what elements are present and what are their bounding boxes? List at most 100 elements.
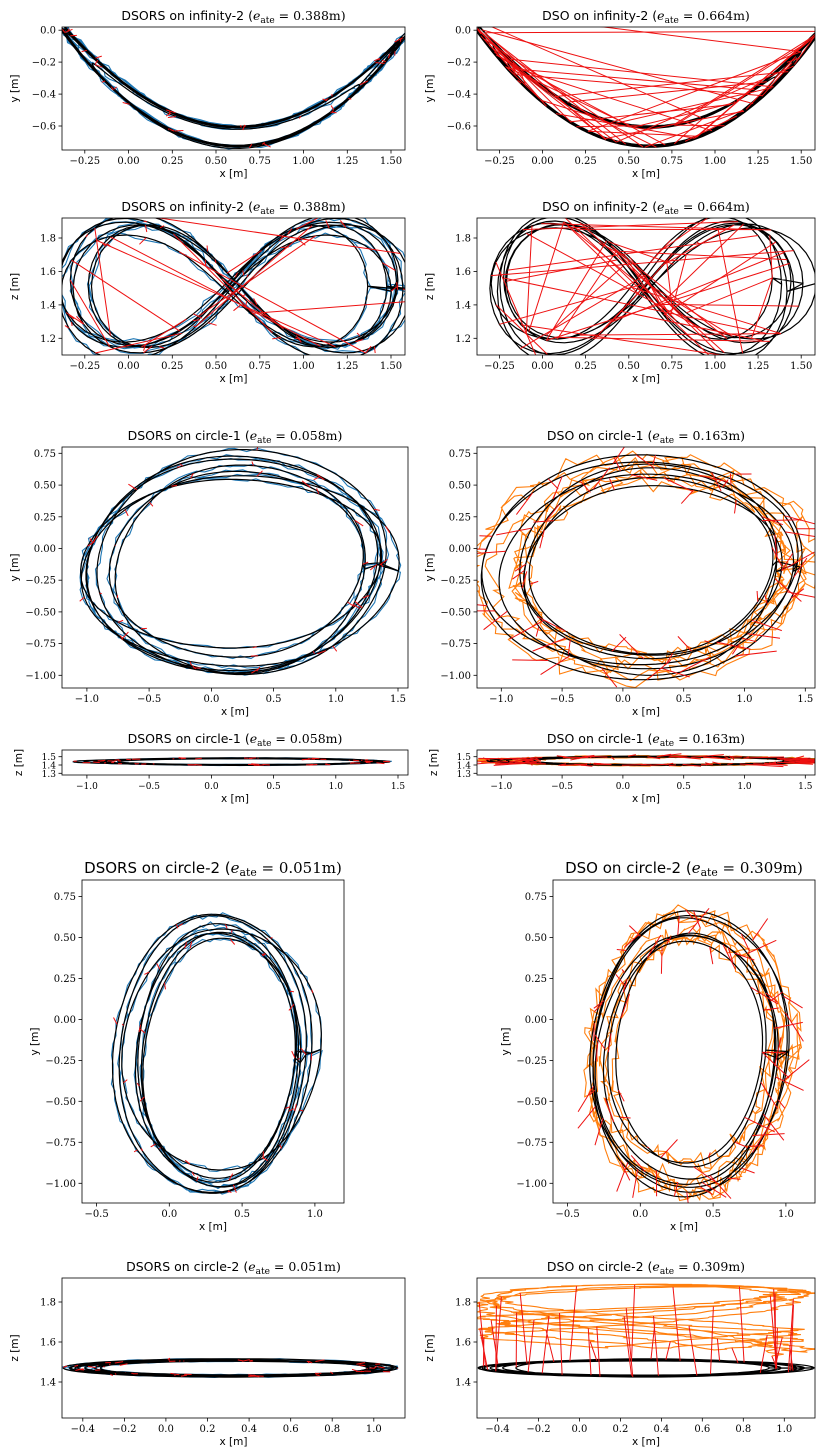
x-tick-label: 0.00 xyxy=(117,361,139,372)
x-tick-label: 1.0 xyxy=(778,1209,794,1220)
x-tick-label: 0.4 xyxy=(653,1424,669,1435)
error-segment xyxy=(373,346,376,354)
error-segment xyxy=(143,220,147,223)
error-segment xyxy=(811,760,815,763)
y-tick-label: 1.4 xyxy=(455,1378,471,1389)
error-segment xyxy=(378,1366,385,1369)
error-segment xyxy=(545,1329,555,1363)
error-segment xyxy=(119,1363,128,1366)
axes-frame xyxy=(476,217,816,356)
error-segment xyxy=(558,763,567,766)
error-segment xyxy=(712,761,722,765)
y-axis-label: y [m] xyxy=(9,554,21,582)
error-segment xyxy=(665,1341,671,1360)
error-segment xyxy=(563,221,651,294)
y-tick-label: 1.8 xyxy=(40,1298,56,1309)
error-segment xyxy=(752,918,769,941)
panel-p5: −1.0 −0.5 0.0 0.5 1.0 1.5 0.75 0.50 0.25 0.00 −0.2… xyxy=(9,428,409,718)
error-segment xyxy=(674,124,725,127)
panel-p9: −0.5 0.0 0.5 1.0 0.75 0.50 0.25 0.00 −0.25 −0.50 −… xyxy=(29,859,345,1233)
error-segment xyxy=(74,1364,79,1367)
error-segment xyxy=(184,1159,191,1165)
error-segment xyxy=(63,1365,68,1368)
panel-p7: −1.0 −0.5 0.0 0.5 1.0 1.51.51.41.3x [m]z [m]D… xyxy=(13,731,409,805)
error-segment xyxy=(353,759,360,762)
error-segment xyxy=(699,1186,713,1195)
error-segment xyxy=(248,757,256,759)
axes-frame xyxy=(61,446,409,689)
error-segment xyxy=(251,763,260,765)
y-tick-label: 1.2 xyxy=(455,334,471,345)
error-segment xyxy=(686,1192,689,1203)
x-tick-label: 0.25 xyxy=(161,156,183,167)
y-tick-label: −0.75 xyxy=(440,639,471,650)
error-segment xyxy=(770,991,784,1002)
error-segment xyxy=(484,30,815,34)
chart-title: DSO on infinity-2 (eate = 0.664m) xyxy=(542,199,750,217)
error-segment xyxy=(167,116,176,118)
error-segment xyxy=(144,224,148,233)
x-axis-label: x [m] xyxy=(199,1221,227,1233)
x-tick-label: 0.00 xyxy=(531,156,553,167)
y-tick-label: 0.00 xyxy=(54,1015,76,1026)
error-segment xyxy=(569,1286,577,1361)
y-axis-label: z [m] xyxy=(424,273,436,300)
error-segment xyxy=(111,86,114,91)
error-segment xyxy=(559,1312,563,1375)
x-tick-label: −0.4 xyxy=(71,1424,95,1435)
error-segment xyxy=(477,604,487,607)
error-segment xyxy=(385,525,391,534)
error-segment xyxy=(495,1296,502,1369)
error-segment xyxy=(777,1099,786,1109)
error-segment xyxy=(301,480,311,488)
error-segment xyxy=(124,509,129,517)
error-segment xyxy=(624,934,639,948)
error-segment xyxy=(505,66,540,99)
error-segment xyxy=(173,233,273,334)
error-segment xyxy=(672,1286,681,1361)
y-tick-label: −0.4 xyxy=(447,90,471,101)
x-tick-label: 1.5 xyxy=(390,694,406,705)
error-segment xyxy=(503,277,767,334)
y-tick-label: −1.00 xyxy=(45,1179,76,1190)
error-segment xyxy=(99,759,106,762)
error-segment xyxy=(579,480,591,493)
x-tick-label: −1.0 xyxy=(76,782,98,792)
error-segment xyxy=(769,235,773,279)
error-segment xyxy=(594,1034,606,1050)
error-segment xyxy=(769,762,788,766)
error-segment xyxy=(554,71,789,98)
error-segment xyxy=(752,1123,771,1153)
axes-frame xyxy=(476,446,816,689)
error-segment xyxy=(251,461,254,466)
series-ground-truth xyxy=(111,913,322,1194)
error-segment xyxy=(613,248,717,351)
x-tick-label: −0.2 xyxy=(526,1424,550,1435)
error-segment xyxy=(214,259,217,264)
error-segment xyxy=(257,757,259,759)
error-segment xyxy=(159,225,165,229)
error-segment xyxy=(622,979,628,993)
error-segment xyxy=(761,519,802,522)
error-segment xyxy=(239,125,242,128)
error-segment xyxy=(532,637,566,652)
error-segment xyxy=(136,1082,140,1087)
error-segment xyxy=(600,27,802,53)
error-segment xyxy=(765,992,779,1003)
error-segment xyxy=(790,588,805,599)
plot-area xyxy=(79,447,402,676)
plot-area xyxy=(62,218,405,355)
x-tick-label: 0.25 xyxy=(161,361,183,372)
error-segment xyxy=(477,760,509,765)
error-segment xyxy=(382,262,396,271)
error-segment xyxy=(783,995,803,1009)
error-segment xyxy=(199,235,316,316)
error-segment xyxy=(262,953,266,957)
x-axis-label: x [m] xyxy=(632,793,660,805)
series-ground-truth xyxy=(80,449,400,676)
y-tick-label: 1.8 xyxy=(455,234,471,245)
error-segment xyxy=(644,109,744,148)
error-segment xyxy=(732,757,735,761)
error-segment xyxy=(359,1364,366,1367)
error-segment xyxy=(666,936,672,944)
